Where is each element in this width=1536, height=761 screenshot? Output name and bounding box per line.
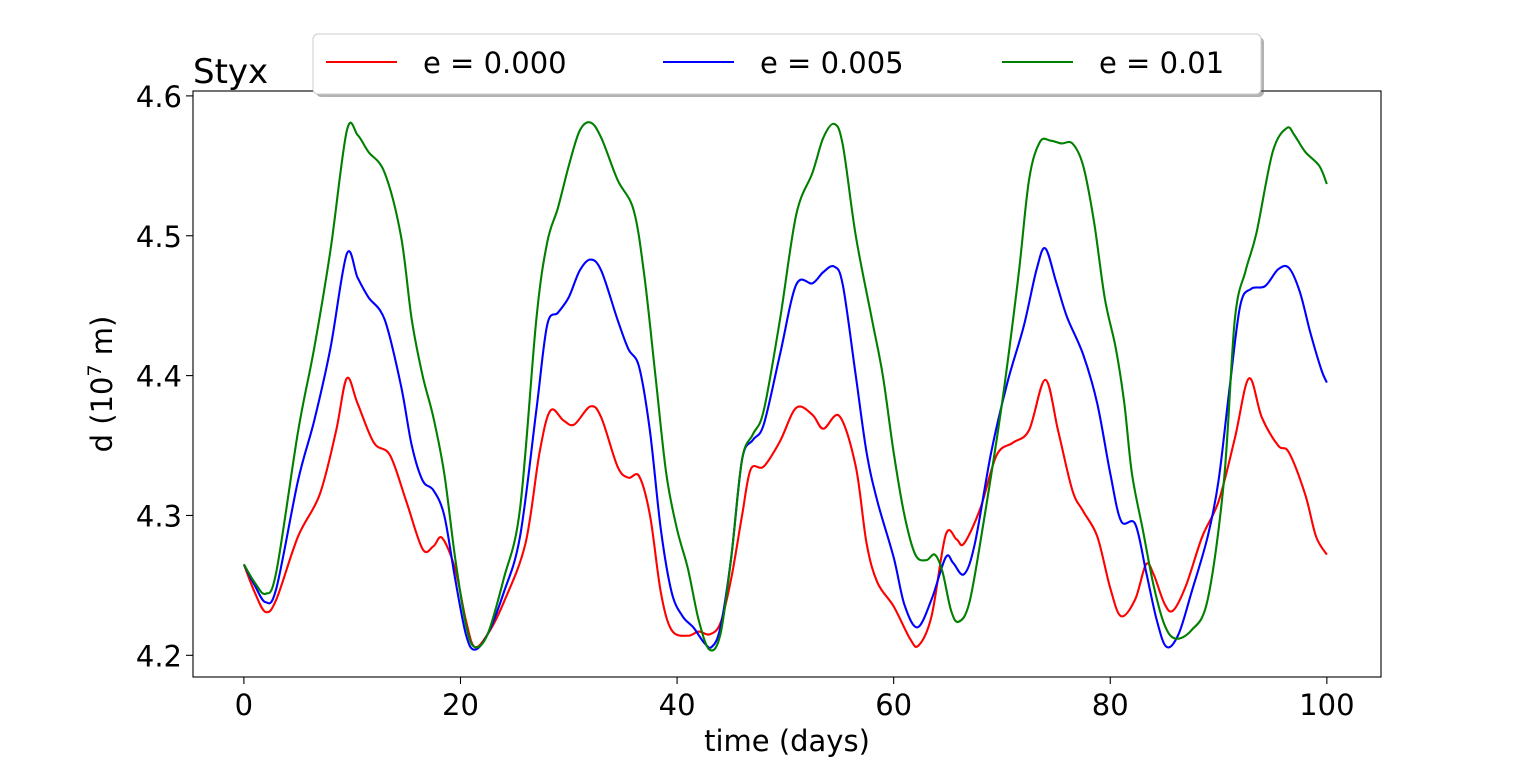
- legend-items: e = 0.000 e = 0.005 e = 0.01: [326, 46, 1224, 80]
- x-axis-label: time (days): [704, 724, 870, 758]
- x-axis: 0 20 40 60 80 100: [235, 677, 1355, 722]
- y-axis: 4.2 4.3 4.4 4.5 4.6: [136, 80, 193, 673]
- legend-label-3: e = 0.01: [1099, 46, 1224, 80]
- x-tick-label: 20: [442, 688, 479, 722]
- legend-label-2: e = 0.005: [760, 46, 904, 80]
- y-axis-label: d (107 m): [84, 316, 119, 453]
- x-tick-label: 80: [1092, 688, 1129, 722]
- y-tick-label: 4.5: [136, 220, 182, 254]
- legend-box: [312, 33, 1262, 95]
- legend-label-1: e = 0.000: [423, 46, 567, 80]
- y-tick-label: 4.6: [136, 80, 182, 114]
- y-axis-label-main: d (10: [85, 377, 119, 453]
- chart-title: Styx: [193, 52, 268, 92]
- x-tick-label: 60: [875, 688, 912, 722]
- series-line-3: [242, 121, 1328, 652]
- y-axis-label-exponent: 7: [84, 364, 106, 376]
- series-line-2: [242, 247, 1328, 651]
- y-tick-label: 4.2: [136, 639, 182, 673]
- x-tick-label: 100: [1299, 688, 1354, 722]
- y-tick-label: 4.4: [136, 360, 182, 394]
- x-tick-label: 0: [235, 688, 253, 722]
- y-axis-label-unit: m): [85, 316, 119, 365]
- x-tick-label: 40: [659, 688, 696, 722]
- series-line-1: [242, 376, 1328, 649]
- legend: e = 0.000 e = 0.005 e = 0.01: [312, 33, 1264, 97]
- series-layer: [242, 121, 1328, 652]
- plot-area: [193, 91, 1381, 677]
- y-tick-label: 4.3: [136, 499, 182, 533]
